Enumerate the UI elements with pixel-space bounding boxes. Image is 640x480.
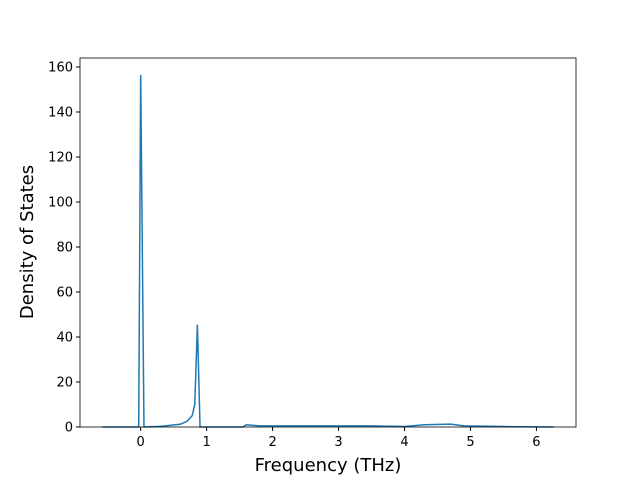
series-line <box>102 74 554 428</box>
y-tick-label: 120 <box>48 151 73 166</box>
y-axis-label: Density of States <box>17 165 38 319</box>
y-tick-label: 40 <box>56 331 73 346</box>
x-axis-label: Frequency (THz) <box>255 455 402 476</box>
y-tick-label: 100 <box>48 196 73 211</box>
y-tick-label: 20 <box>56 376 73 391</box>
axes-frame <box>79 57 577 428</box>
y-tick-label: 80 <box>56 241 73 256</box>
x-tick-label: 4 <box>400 435 408 450</box>
y-tick-label: 140 <box>48 106 73 121</box>
x-tick-label: 1 <box>202 435 210 450</box>
y-tick-label: 160 <box>48 61 73 76</box>
x-tick-label: 2 <box>268 435 276 450</box>
x-tick-label: 0 <box>137 435 145 450</box>
x-tick-label: 6 <box>532 435 540 450</box>
y-tick-label: 60 <box>56 286 73 301</box>
x-tick-label: 5 <box>466 435 474 450</box>
y-tick-label: 0 <box>65 421 73 436</box>
x-tick-label: 3 <box>334 435 342 450</box>
